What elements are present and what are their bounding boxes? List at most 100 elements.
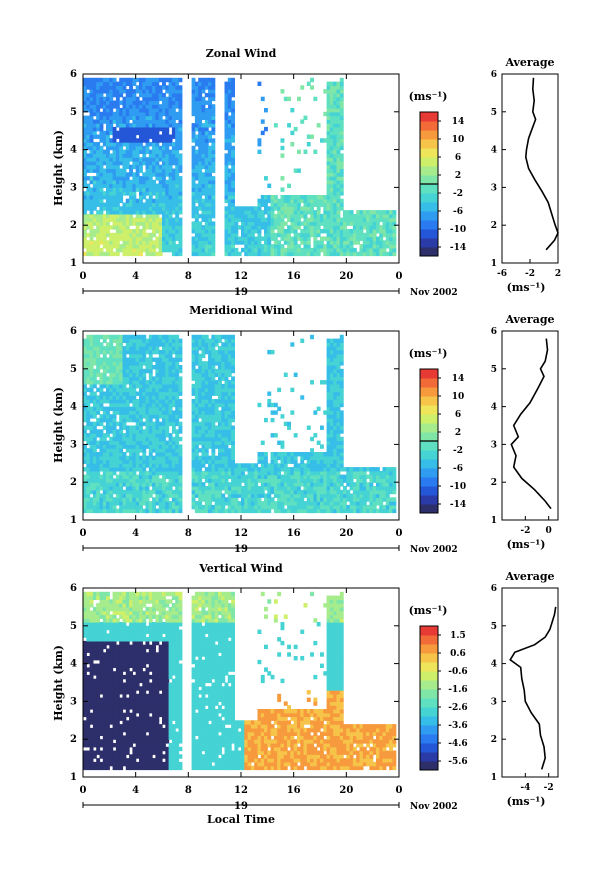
heatmap-cell (139, 380, 143, 385)
heatmap-cell (201, 176, 206, 181)
heatmap-cell (221, 433, 226, 438)
heatmap-cell (106, 410, 110, 415)
heatmap-cell (152, 429, 156, 434)
heatmap-cell (208, 346, 212, 351)
heatmap-cell (280, 202, 285, 207)
heatmap-cell (162, 395, 166, 400)
heatmap-cell (300, 463, 305, 468)
heatmap-cell (264, 217, 268, 222)
heatmap-cell (283, 508, 288, 514)
heatmap-cell (171, 176, 176, 181)
heatmap-cell (119, 342, 124, 347)
heatmap-cell (293, 217, 298, 222)
heatmap-cell (303, 474, 308, 479)
heatmap-cell (241, 247, 245, 253)
heatmap-cell (99, 429, 104, 434)
heatmap-cell (224, 474, 229, 479)
heatmap-cell (333, 115, 338, 120)
heatmap-cell (115, 236, 120, 241)
heatmap-cell (119, 338, 124, 343)
heatmap-cell (211, 138, 216, 143)
heatmap-cell (303, 240, 308, 245)
heatmap-cell (89, 164, 94, 170)
heatmap-cell (112, 142, 117, 147)
heatmap-cell (303, 236, 308, 241)
heatmap-cell (96, 85, 101, 90)
heatmap-cell (267, 225, 272, 230)
heatmap-cell (102, 119, 107, 124)
heatmap-cell (204, 126, 209, 132)
heatmap-cell (287, 455, 291, 461)
heatmap-cell (339, 164, 344, 170)
heatmap-cell (158, 153, 163, 158)
heatmap-cell (145, 391, 150, 396)
heatmap-cell (211, 168, 216, 173)
heatmap-cell (175, 417, 180, 423)
heatmap-cell (339, 130, 344, 136)
heatmap-cell (168, 444, 173, 449)
heatmap-cell (125, 395, 130, 400)
heatmap-cell (326, 195, 331, 200)
heatmap-cell (175, 452, 180, 457)
heatmap-cell (221, 425, 226, 430)
heatmap-cell (168, 459, 173, 464)
heatmap-cell (119, 372, 124, 377)
heatmap-cell (99, 191, 104, 196)
heatmap-cell (333, 96, 338, 102)
profile-y-tick-label: 2 (491, 221, 497, 231)
heatmap-cell (132, 217, 137, 222)
heatmap-cell (135, 225, 140, 230)
heatmap-cell (96, 221, 101, 226)
heatmap-cell (359, 225, 364, 230)
heatmap-cell (221, 357, 226, 362)
heatmap-cell (221, 448, 226, 453)
heatmap-cell (158, 232, 163, 238)
heatmap-cell (204, 455, 209, 461)
heatmap-cell (310, 206, 314, 211)
heatmap-cell (224, 176, 229, 181)
heatmap-cell (142, 508, 147, 514)
heatmap-cell (175, 115, 180, 120)
heatmap-cell (171, 489, 176, 495)
heatmap-cell (208, 244, 212, 249)
heatmap-cell (194, 486, 199, 491)
heatmap-cell (336, 149, 341, 154)
heatmap-cell (359, 251, 364, 257)
heatmap-cell (366, 213, 370, 219)
heatmap-cell (92, 452, 97, 457)
heatmap-cell (303, 206, 308, 211)
heatmap-cell (310, 478, 314, 483)
heatmap-cell (102, 195, 107, 200)
heatmap-cell (260, 96, 265, 102)
heatmap-cell (208, 206, 212, 211)
heatmap-cell (99, 115, 104, 120)
heatmap-cell (214, 463, 219, 468)
heatmap-cell (323, 486, 328, 491)
heatmap-cell (109, 244, 114, 249)
heatmap-cell (142, 149, 147, 154)
heatmap-cell (165, 433, 170, 438)
heatmap-cell (326, 123, 331, 128)
heatmap-cell (139, 429, 143, 434)
heatmap-cell (392, 236, 397, 241)
heatmap-cell (132, 108, 137, 113)
heatmap-cell (162, 361, 166, 366)
heatmap-cell (106, 138, 110, 143)
heatmap-cell (148, 452, 153, 457)
heatmap-cell (148, 501, 153, 506)
heatmap-cell (194, 493, 199, 498)
heatmap-cell (194, 92, 199, 98)
heatmap-cell (339, 142, 344, 147)
heatmap-cell (115, 210, 120, 215)
heatmap-cell (165, 402, 170, 408)
heatmap-cell (129, 376, 133, 381)
heatmap-cell (86, 213, 91, 219)
heatmap-cell (109, 334, 114, 340)
heatmap-cell (96, 478, 101, 483)
heatmap-cell (241, 210, 245, 215)
heatmap-cell (158, 191, 163, 196)
heatmap-cell (89, 365, 94, 370)
heatmap-cell (244, 482, 249, 487)
heatmap-cell (139, 104, 143, 109)
heatmap-cell (162, 365, 166, 370)
